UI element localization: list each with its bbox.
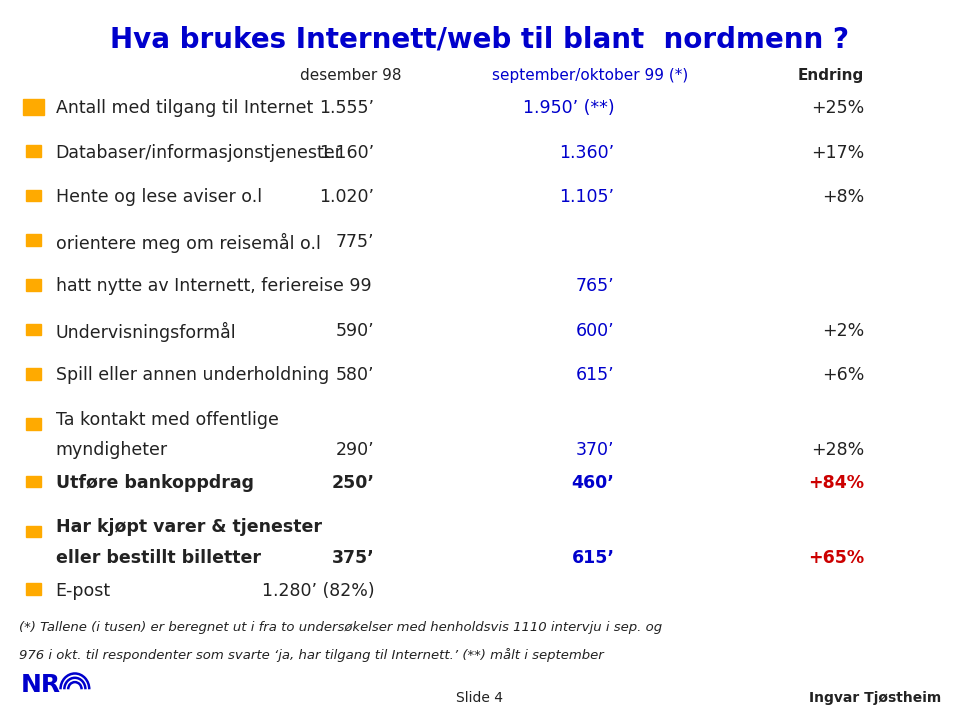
Text: Hente og lese aviser o.l: Hente og lese aviser o.l [56,188,262,206]
Text: 775’: 775’ [336,233,374,251]
Bar [26,324,41,335]
Text: Ta kontakt med offentlige: Ta kontakt med offentlige [56,411,278,429]
Text: 460’: 460’ [571,474,614,492]
Bar [26,368,41,380]
Text: 250’: 250’ [331,474,374,492]
Text: +8%: +8% [822,188,864,206]
Text: 1.280’ (82%): 1.280’ (82%) [262,582,374,600]
Bar [26,584,41,595]
Text: +65%: +65% [808,549,864,567]
Text: 1.555’: 1.555’ [320,99,374,117]
Text: +17%: +17% [811,144,864,162]
Text: 1.160’: 1.160’ [320,144,374,162]
Text: 615’: 615’ [576,366,614,384]
Text: Antall med tilgang til Internet: Antall med tilgang til Internet [56,99,313,117]
Text: 1.950’ (**): 1.950’ (**) [523,99,614,117]
Text: 375’: 375’ [331,549,374,567]
Bar [26,279,41,291]
Text: +28%: +28% [811,441,864,459]
Text: Hva brukes Internett/web til blant  nordmenn ?: Hva brukes Internett/web til blant nordm… [110,25,850,53]
Text: 1.360’: 1.360’ [560,144,614,162]
Text: 976 i okt. til respondenter som svarte ‘ja, har tilgang til Internett.’ (**) mål: 976 i okt. til respondenter som svarte ‘… [19,648,604,661]
Text: NR: NR [21,673,61,697]
Text: september/oktober 99 (*): september/oktober 99 (*) [492,68,688,83]
Text: 615’: 615’ [571,549,614,567]
Bar [26,190,41,202]
Text: 290’: 290’ [336,441,374,459]
Text: eller bestillt billetter: eller bestillt billetter [56,549,261,567]
Bar [26,526,41,537]
Text: +84%: +84% [808,474,864,492]
Text: +6%: +6% [822,366,864,384]
Text: 370’: 370’ [576,441,614,459]
Text: Endring: Endring [798,68,864,83]
Bar [26,235,41,246]
Bar [26,476,41,488]
Text: Ingvar Tjøstheim: Ingvar Tjøstheim [808,691,941,704]
Bar [26,146,41,157]
Text: Databaser/informasjonstjenester: Databaser/informasjonstjenester [56,144,343,162]
Text: hatt nytte av Internett, feriereise 99: hatt nytte av Internett, feriereise 99 [56,277,372,295]
Text: (*) Tallene (i tusen) er beregnet ut i fra to undersøkelser med henholdsvis 1110: (*) Tallene (i tusen) er beregnet ut i f… [19,621,662,634]
Text: desember 98: desember 98 [300,68,401,83]
Text: orientere meg om reisemål o.l: orientere meg om reisemål o.l [56,233,321,253]
Text: 580’: 580’ [336,366,374,384]
Text: +25%: +25% [811,99,864,117]
Text: 600’: 600’ [576,322,614,340]
Bar [26,418,41,429]
Text: +2%: +2% [822,322,864,340]
Text: Har kjøpt varer & tjenester: Har kjøpt varer & tjenester [56,518,322,536]
Text: Utføre bankoppdrag: Utføre bankoppdrag [56,474,253,492]
Text: 1.020’: 1.020’ [320,188,374,206]
Text: Spill eller annen underholdning: Spill eller annen underholdning [56,366,329,384]
Text: 590’: 590’ [336,322,374,340]
Bar [23,99,44,115]
Text: myndigheter: myndigheter [56,441,168,459]
Text: Undervisningsformål: Undervisningsformål [56,322,236,342]
Text: Slide 4: Slide 4 [457,691,503,704]
Text: 765’: 765’ [576,277,614,295]
Text: E-post: E-post [56,582,110,600]
Text: 1.105’: 1.105’ [560,188,614,206]
